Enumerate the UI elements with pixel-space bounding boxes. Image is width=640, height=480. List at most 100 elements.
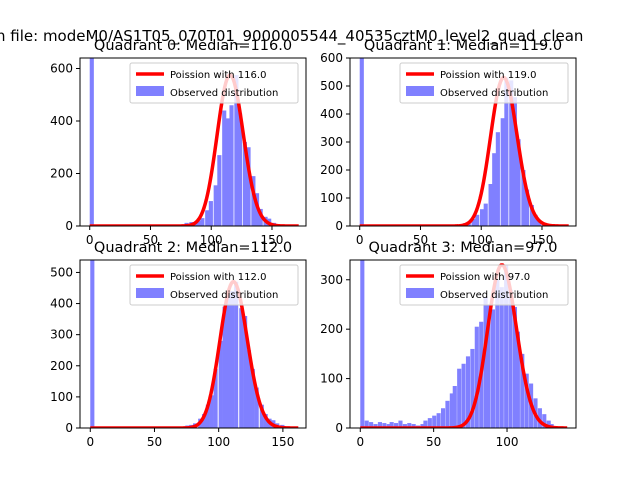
histogram-bar bbox=[515, 331, 520, 428]
histogram-bar bbox=[389, 422, 394, 428]
y-tick-label: 300 bbox=[320, 135, 343, 149]
histogram-bar bbox=[250, 368, 255, 428]
x-tick-label: 0 bbox=[86, 233, 94, 247]
axes-frame bbox=[79, 57, 307, 227]
y-tick-label: 0 bbox=[65, 219, 73, 233]
histogram-bar bbox=[254, 387, 259, 428]
histogram-bar bbox=[90, 260, 95, 428]
y-tick-label: 500 bbox=[320, 79, 343, 93]
histogram-bar bbox=[230, 291, 235, 428]
panel-title: Quadrant 0: Median=116.0 bbox=[94, 38, 292, 54]
panel-title: Quadrant 2: Median=112.0 bbox=[94, 240, 292, 256]
histogram-bar bbox=[440, 408, 446, 428]
histogram-bar bbox=[423, 420, 428, 428]
legend-box bbox=[129, 62, 299, 104]
histogram-bar bbox=[492, 153, 497, 226]
x-tick-label: 150 bbox=[271, 435, 294, 449]
histogram-bar bbox=[432, 415, 437, 428]
panel-quadrant-0: 0 50 100 150 0 200 400 600 Quadrant 0: Median=11… bbox=[50, 38, 307, 247]
histogram-bar bbox=[475, 214, 480, 226]
histogram-bar bbox=[243, 316, 248, 428]
y-tick-label: 100 bbox=[320, 372, 343, 386]
histogram-bar bbox=[229, 105, 234, 226]
histogram-bar bbox=[471, 219, 476, 226]
histogram-bar bbox=[512, 97, 517, 226]
histogram-bar bbox=[259, 404, 264, 428]
x-tick-label: 150 bbox=[261, 233, 284, 247]
x-tick-label: 50 bbox=[147, 435, 162, 449]
histogram-bar bbox=[452, 386, 457, 428]
y-tick-label: 0 bbox=[65, 421, 73, 435]
histogram-bar bbox=[436, 413, 441, 428]
histogram-bar bbox=[474, 326, 479, 428]
y-tick-label: 0 bbox=[335, 219, 343, 233]
histogram-bar bbox=[377, 422, 382, 428]
histogram-bar bbox=[237, 113, 243, 226]
histogram-bar bbox=[217, 155, 222, 226]
y-tick-label: 300 bbox=[50, 328, 73, 342]
y-tick-label: 200 bbox=[320, 163, 343, 177]
histogram-bar bbox=[427, 418, 432, 428]
plot-area bbox=[359, 260, 568, 428]
legend-box bbox=[129, 264, 299, 306]
panel-quadrant-1: 0 50 100 150 0 100 200 300 400 500 600 Quadrant 1: … bbox=[320, 38, 577, 247]
histogram-bar bbox=[524, 373, 529, 428]
legend-poisson-label: Poission with 119.0 bbox=[440, 70, 536, 81]
histogram-bar bbox=[369, 422, 374, 428]
histogram-bar bbox=[213, 368, 218, 428]
legend: Poission with 119.0 Observed distribution bbox=[399, 62, 569, 104]
histogram-bar bbox=[205, 404, 210, 428]
histogram-bar bbox=[201, 414, 207, 428]
poisson-curve bbox=[89, 73, 300, 226]
histogram-bar bbox=[246, 350, 252, 428]
y-tick-label: 300 bbox=[320, 273, 343, 287]
histogram-bar bbox=[512, 306, 518, 428]
legend-poisson-label: Poission with 112.0 bbox=[170, 272, 266, 283]
axes-frame bbox=[349, 259, 577, 429]
histogram-bar bbox=[449, 393, 454, 428]
legend-observed-label: Observed distribution bbox=[440, 290, 548, 301]
histogram-bar bbox=[504, 77, 509, 226]
legend-observed-label: Observed distribution bbox=[170, 290, 278, 301]
panel-quadrant-3: 0 50 100 0 100 200 300 Quadrant 3: Median=97.0 P… bbox=[320, 240, 577, 449]
histogram-bar bbox=[461, 363, 466, 428]
y-tick-label: 100 bbox=[50, 390, 73, 404]
plot-area bbox=[89, 58, 300, 226]
histogram-bar bbox=[486, 304, 491, 428]
x-tick-label: 0 bbox=[356, 233, 364, 247]
histogram-bar bbox=[251, 176, 256, 226]
histogram-bar bbox=[364, 420, 369, 428]
x-tick-label: 50 bbox=[413, 233, 428, 247]
y-tick-label: 400 bbox=[50, 297, 73, 311]
panel-quadrant-2: 0 50 100 150 0 100 200 300 400 500 Quadrant 2: Med… bbox=[50, 240, 307, 449]
y-tick-label: 200 bbox=[50, 167, 73, 181]
histogram-bar bbox=[239, 308, 244, 428]
legend: Poission with 112.0 Observed distribution bbox=[129, 264, 299, 306]
y-tick-label: 200 bbox=[320, 322, 343, 336]
histogram-bar bbox=[520, 353, 525, 428]
y-tick-label: 100 bbox=[320, 191, 343, 205]
histogram-bar bbox=[411, 424, 416, 428]
y-tick-label: 600 bbox=[320, 51, 343, 65]
histogram-bar bbox=[420, 424, 425, 428]
histogram-bar bbox=[386, 424, 391, 428]
histogram-bar bbox=[499, 287, 504, 428]
legend-observed-swatch bbox=[136, 86, 164, 96]
histogram-bar bbox=[516, 139, 521, 226]
y-tick-label: 400 bbox=[50, 114, 73, 128]
histogram-bar bbox=[470, 348, 475, 428]
histogram-bar bbox=[89, 58, 94, 226]
histogram-bar bbox=[382, 423, 387, 428]
histogram-bar bbox=[521, 170, 526, 226]
figure-title: n file: modeM0/AS1T05_070T01_9000005544_… bbox=[0, 27, 583, 46]
histogram-bar bbox=[402, 424, 407, 428]
legend-observed-label: Observed distribution bbox=[170, 88, 278, 99]
histogram-bar bbox=[407, 423, 412, 428]
x-tick-label: 100 bbox=[200, 233, 223, 247]
x-tick-label: 150 bbox=[531, 233, 554, 247]
histogram-bar bbox=[524, 189, 530, 226]
histogram-bar bbox=[465, 356, 471, 428]
histogram-bar bbox=[222, 110, 227, 226]
histogram-bar bbox=[537, 408, 542, 428]
legend-box bbox=[399, 62, 569, 104]
